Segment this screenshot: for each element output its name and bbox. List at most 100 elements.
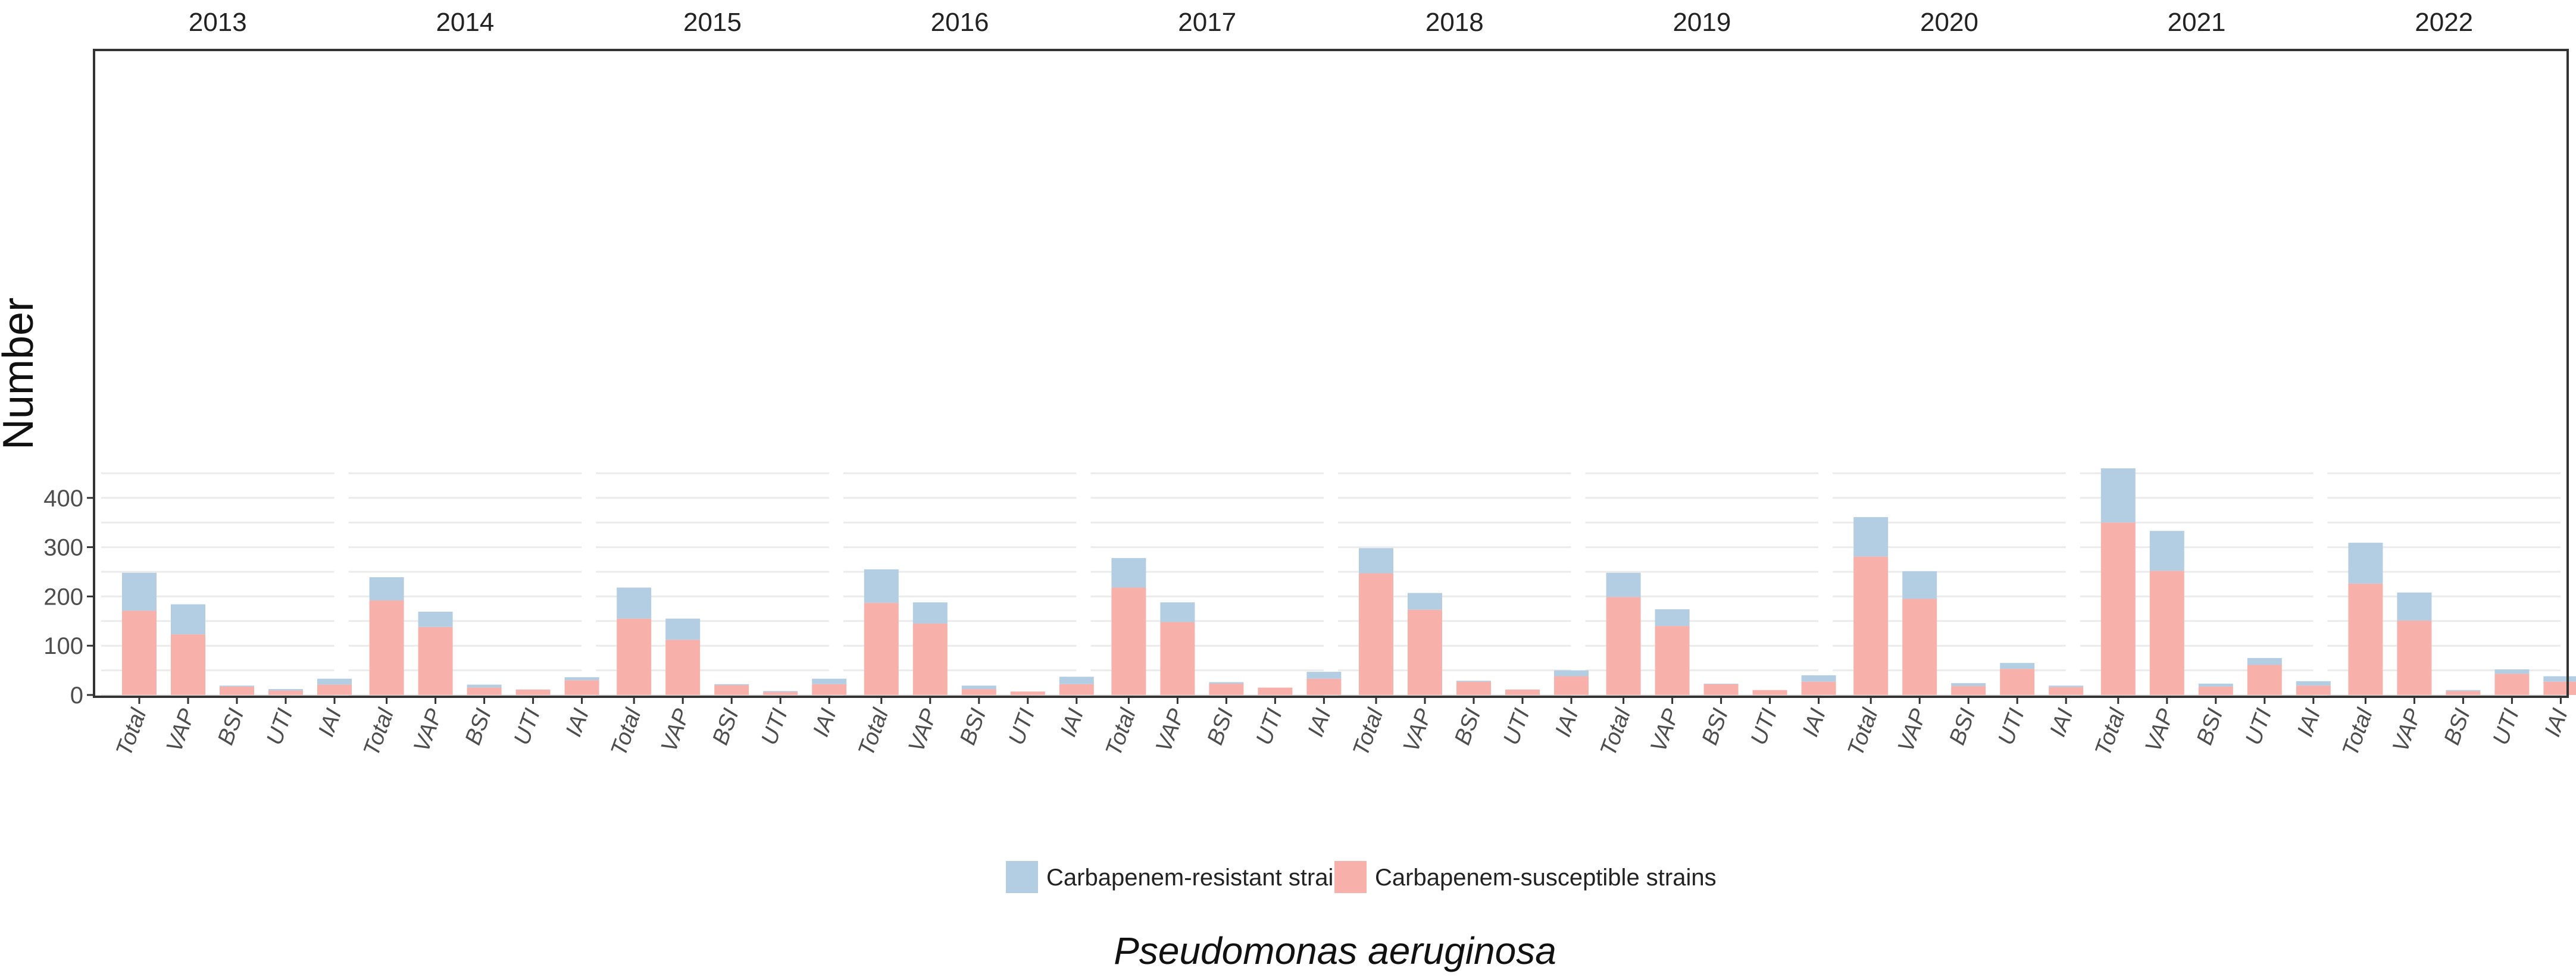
bar-susceptible-2017-iai (1306, 678, 1342, 695)
bar-susceptible-2019-uti (1752, 690, 1787, 695)
bar-resistant-2013-vap (171, 604, 205, 635)
bar-resistant-2022-vap (2397, 592, 2432, 621)
bar-susceptible-2019-bsi (1703, 684, 1739, 695)
legend-swatch-resistant (1006, 861, 1038, 893)
bar-susceptible-2013-bsi (220, 686, 254, 695)
bar-resistant-2013-uti (268, 689, 303, 691)
bar-resistant-2015-bsi (714, 684, 749, 685)
bar-susceptible-2016-bsi (961, 689, 996, 695)
bar-resistant-2014-bsi (467, 684, 502, 688)
bar-resistant-2016-total (864, 569, 899, 603)
bar-susceptible-2013-vap (171, 634, 205, 695)
bar-susceptible-2018-vap (1408, 609, 1442, 695)
bar-susceptible-2017-uti (1258, 687, 1293, 695)
plot-panel-border (93, 49, 2569, 698)
bar-resistant-2017-vap (1160, 602, 1195, 622)
facet-title-2017: 2017 (1178, 8, 1236, 37)
facet-title-2021: 2021 (2168, 8, 2226, 37)
legend-label-susceptible: Carbapenem-susceptible strains (1375, 865, 1717, 891)
bar-resistant-2022-iai (2543, 676, 2576, 682)
facet-title-2015: 2015 (683, 8, 742, 37)
y-axis-ticks: 0 100 200 300 400 (43, 486, 94, 709)
bar-susceptible-2017-total (1111, 587, 1146, 695)
bar-resistant-2021-vap (2149, 531, 2184, 571)
bar-susceptible-2021-vap (2149, 571, 2184, 695)
bar-susceptible-2021-total (2100, 522, 2136, 695)
bar-resistant-2018-vap (1408, 593, 1442, 610)
bar-susceptible-2022-vap (2397, 620, 2432, 695)
bar-susceptible-2016-vap (912, 623, 948, 695)
bar-susceptible-2013-uti (268, 690, 303, 695)
legend: Carbapenem-resistant strains Carbapenem-… (1006, 861, 1717, 893)
bar-resistant-2020-total (1853, 517, 1889, 557)
bar-resistant-2018-iai (1554, 670, 1589, 677)
bar-resistant-2020-uti (2000, 663, 2035, 669)
bar-resistant-2014-iai (564, 677, 599, 681)
bar-resistant-2018-bsi (1456, 680, 1491, 682)
bar-susceptible-2018-total (1359, 573, 1393, 695)
bar-susceptible-2018-iai (1554, 676, 1589, 695)
y-tick-label: 200 (43, 584, 83, 610)
bar-resistant-2015-vap (665, 618, 701, 640)
bar-resistant-2019-iai (1801, 675, 1836, 682)
bar-resistant-2013-bsi (220, 685, 254, 687)
bar-susceptible-2015-vap (665, 640, 701, 695)
bar-resistant-2017-bsi (1209, 682, 1244, 684)
bar-susceptible-2022-total (2348, 583, 2383, 695)
bar-resistant-2016-vap (912, 602, 948, 624)
bar-resistant-2020-vap (1902, 571, 1937, 599)
bar-susceptible-2014-uti (515, 689, 551, 695)
bar-susceptible-2015-uti (763, 692, 798, 695)
bar-susceptible-2019-total (1606, 597, 1641, 695)
y-tick-label: 400 (43, 486, 83, 512)
bar-resistant-2021-uti (2247, 657, 2282, 665)
facet-titles: 2013 2014 2015 2016 2017 2018 2019 2020 2021 2022 (189, 8, 2473, 37)
bar-resistant-2022-bsi (2446, 690, 2481, 691)
bar-susceptible-2014-bsi (467, 687, 502, 695)
bar-susceptible-2017-vap (1160, 622, 1195, 695)
bar-resistant-2015-iai (812, 678, 847, 684)
facet-title-2013: 2013 (189, 8, 247, 37)
bar-resistant-2013-iai (317, 678, 352, 685)
bar-resistant-2016-iai (1059, 677, 1094, 684)
bar-resistant-2022-total (2348, 543, 2383, 584)
x-axis-title: Pseudomonas aeruginosa (1114, 929, 1556, 972)
bar-resistant-2019-total (1606, 572, 1641, 597)
bar-resistant-2013-total (122, 572, 157, 611)
bar-resistant-2020-bsi (1951, 683, 1986, 687)
bar-resistant-2016-bsi (961, 685, 996, 690)
bar-susceptible-2021-iai (2296, 685, 2331, 695)
bar-susceptible-2022-bsi (2446, 691, 2481, 695)
bar-resistant-2019-vap (1655, 609, 1690, 627)
y-tick-label: 300 (43, 535, 83, 561)
bar-susceptible-2018-uti (1505, 689, 1540, 695)
bar-susceptible-2021-uti (2247, 665, 2282, 695)
bar-resistant-2021-bsi (2198, 683, 2233, 687)
bar-resistant-2014-vap (418, 612, 453, 627)
bar-susceptible-2016-uti (1010, 691, 1045, 695)
bar-susceptible-2018-bsi (1456, 681, 1491, 695)
bar-resistant-2021-total (2100, 468, 2136, 523)
bar-susceptible-2016-total (864, 603, 899, 695)
legend-label-resistant: Carbapenem-resistant strains (1046, 865, 1359, 891)
bar-resistant-2018-total (1359, 548, 1393, 574)
bar-susceptible-2015-total (617, 618, 652, 695)
y-tick-label: 100 (43, 633, 83, 659)
bar-susceptible-2020-total (1853, 556, 1889, 695)
bar-susceptible-2019-vap (1655, 626, 1690, 695)
bar-susceptible-2014-total (369, 600, 404, 695)
bar-susceptible-2017-bsi (1209, 683, 1244, 695)
bar-resistant-2017-iai (1306, 672, 1342, 679)
bar-resistant-2014-total (369, 577, 404, 601)
bar-susceptible-2014-vap (418, 627, 453, 695)
y-axis-title: Number (0, 298, 42, 450)
facet-title-2022: 2022 (2415, 8, 2473, 37)
bar-susceptible-2013-iai (317, 684, 352, 695)
bar-susceptible-2013-total (122, 610, 157, 695)
bar-resistant-2015-uti (763, 691, 798, 693)
bar-resistant-2021-iai (2296, 681, 2331, 686)
y-tick-label: 0 (70, 682, 83, 709)
bar-resistant-2017-total (1111, 558, 1146, 588)
